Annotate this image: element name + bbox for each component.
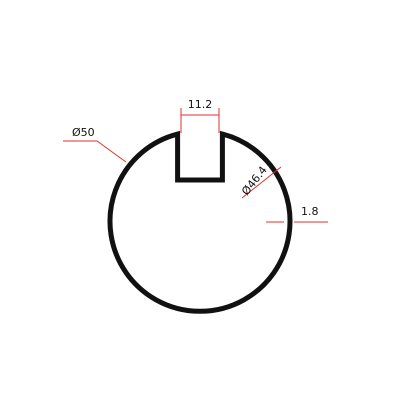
wall-thickness-dimension: 1.8	[266, 205, 328, 223]
slot-width-label: 11.2	[188, 98, 213, 111]
tube-profile-with-slot	[107, 130, 293, 314]
outer-diameter-dimension: Ø50	[63, 126, 127, 163]
outer-diameter-label: Ø50	[72, 126, 95, 139]
wall-thickness-label: 1.8	[301, 205, 319, 218]
inner-diameter-leader	[241, 166, 282, 199]
outer-diameter-leader	[63, 140, 127, 163]
inner-diameter-label: Ø46.4	[239, 164, 270, 198]
slot-width-dimension: 11.2	[180, 98, 220, 133]
